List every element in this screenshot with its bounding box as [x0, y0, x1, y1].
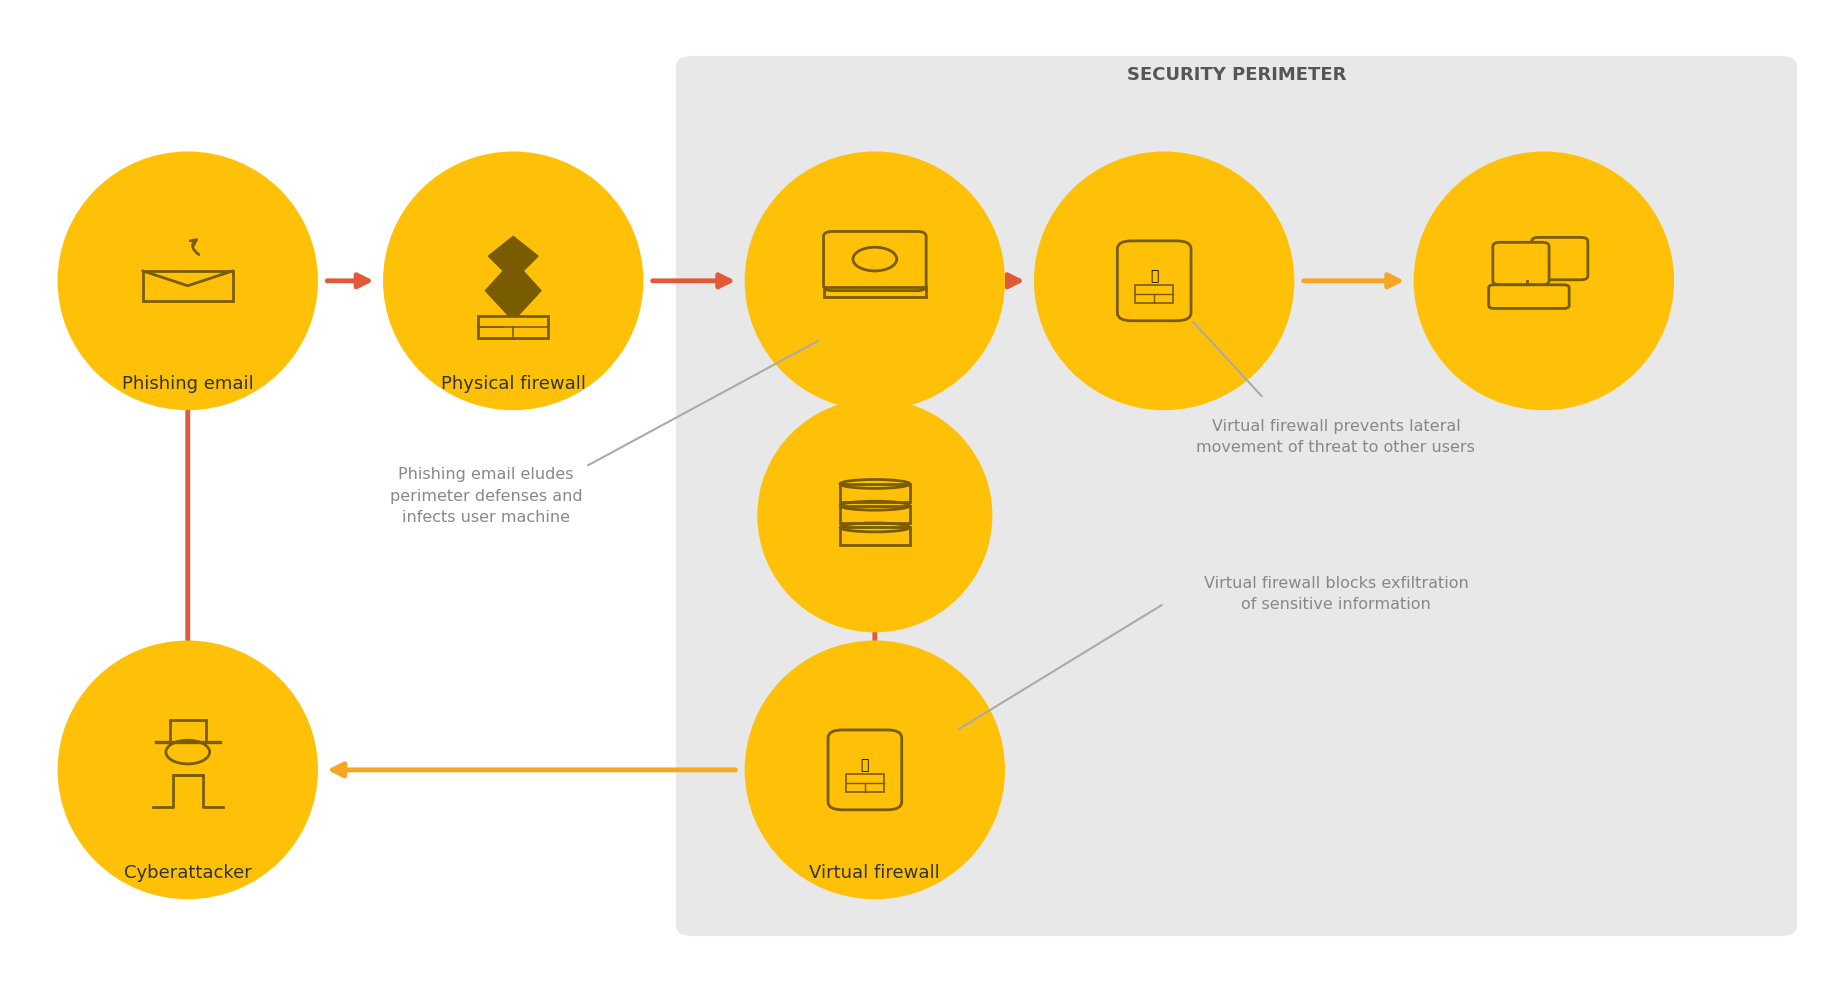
Text: Cyberattacker: Cyberattacker: [124, 864, 251, 882]
Text: Phishing email: Phishing email: [122, 375, 253, 393]
FancyBboxPatch shape: [1492, 242, 1549, 285]
Ellipse shape: [1414, 152, 1674, 410]
Bar: [845, 775, 884, 793]
Ellipse shape: [758, 399, 993, 632]
Text: Phishing email eludes
perimeter defenses and
infects user machine: Phishing email eludes perimeter defenses…: [390, 467, 583, 525]
Polygon shape: [485, 236, 541, 315]
Text: 🔥: 🔥: [860, 758, 869, 772]
FancyBboxPatch shape: [676, 56, 1796, 936]
Ellipse shape: [58, 641, 319, 899]
Ellipse shape: [745, 641, 1006, 899]
Ellipse shape: [383, 152, 643, 410]
Text: Virtual firewall: Virtual firewall: [809, 864, 940, 882]
Text: Physical firewall: Physical firewall: [441, 375, 585, 393]
Text: 🔥: 🔥: [1150, 269, 1159, 283]
Ellipse shape: [58, 152, 319, 410]
FancyBboxPatch shape: [1489, 285, 1569, 309]
Text: Virtual firewall blocks exfiltration
of sensitive information: Virtual firewall blocks exfiltration of …: [1204, 575, 1469, 612]
Bar: [479, 316, 548, 338]
Ellipse shape: [1033, 152, 1294, 410]
FancyBboxPatch shape: [1532, 237, 1587, 280]
Ellipse shape: [745, 152, 1006, 410]
Bar: [1135, 286, 1173, 304]
Text: SECURITY PERIMETER: SECURITY PERIMETER: [1126, 66, 1346, 84]
Text: Virtual firewall prevents lateral
movement of threat to other users: Virtual firewall prevents lateral moveme…: [1197, 420, 1476, 455]
